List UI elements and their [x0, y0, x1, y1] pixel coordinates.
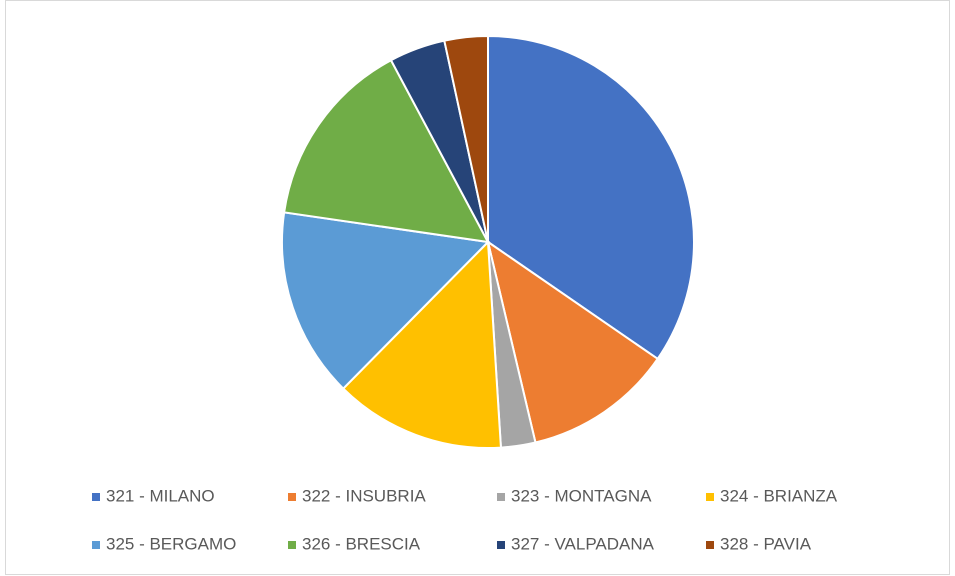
pie-slice — [443, 34, 489, 243]
legend-label: 321 - MILANO — [106, 486, 215, 505]
legend-swatch — [92, 493, 100, 501]
legend-label: 327 - VALPADANA — [511, 534, 655, 553]
legend-swatch — [497, 493, 505, 501]
legend-swatch — [706, 541, 714, 549]
pie-slice — [486, 239, 660, 444]
legend-label: 325 - BERGAMO — [106, 534, 236, 553]
legend-label: 324 - BRIANZA — [720, 486, 838, 505]
legend-swatch — [288, 541, 296, 549]
legend-swatch — [497, 541, 505, 549]
legend-label: 322 - INSUBRIA — [302, 486, 426, 505]
legend-swatch — [288, 493, 296, 501]
pie-slice — [341, 239, 502, 449]
pie-slice — [281, 211, 491, 390]
legend-label: 326 - BRESCIA — [302, 534, 421, 553]
legend-swatch — [706, 493, 714, 501]
legend-label: 323 - MONTAGNA — [511, 486, 652, 505]
pie-slice — [283, 58, 490, 244]
legend-label: 328 - PAVIA — [720, 534, 812, 553]
legend-swatch — [92, 541, 100, 549]
pie-slice — [487, 34, 695, 361]
